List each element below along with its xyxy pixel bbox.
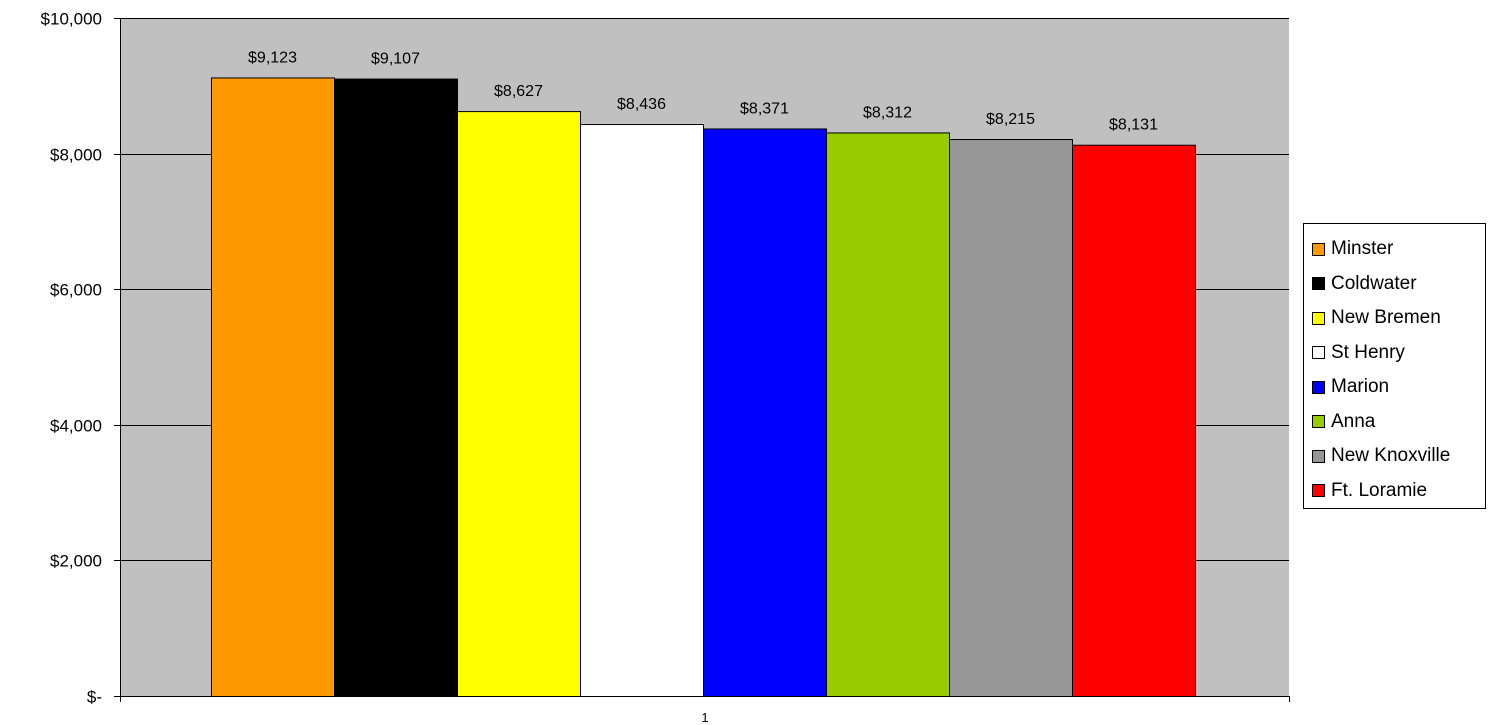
legend-label: Minster [1331,238,1394,260]
y-tick-label-0: $- [87,688,102,707]
bar-coldwater [334,78,458,697]
bar-ft-loramie [1072,144,1196,697]
legend-label: St Henry [1331,341,1405,363]
legend-swatch [1312,415,1325,429]
y-tick-label-1: $2,000 [50,552,102,571]
legend-label: Anna [1331,410,1376,432]
bar-anna [826,132,950,697]
y-tick-label-3: $6,000 [50,281,102,300]
bar-minster [211,77,335,698]
legend-swatch [1312,449,1325,463]
legend-item: New Knoxville [1312,439,1485,474]
legend-label: Marion [1331,376,1390,398]
data-label-3: $8,436 [617,96,666,113]
y-tick-label-2: $4,000 [50,417,102,436]
data-label-4: $8,371 [740,100,789,117]
bar-new-knoxville [949,139,1073,697]
data-label-2: $8,627 [494,83,543,100]
data-label-0: $9,123 [248,49,297,66]
legend-swatch [1312,346,1325,360]
legend-item: Ft. Loramie [1312,474,1485,509]
bar-marion [703,128,827,697]
data-label-6: $8,215 [986,111,1035,128]
bar-new-bremen [457,111,581,697]
data-label-7: $8,131 [1109,117,1158,134]
legend-swatch [1312,380,1325,394]
legend-swatch [1312,484,1325,498]
data-label-1: $9,107 [371,51,420,68]
y-tick-label-5: $10,000 [41,10,102,29]
legend-label: New Bremen [1331,307,1441,329]
legend: Minster Coldwater New Bremen St Henry Marion… [1303,223,1486,509]
legend-label: Coldwater [1331,272,1417,294]
legend-label: Ft. Loramie [1331,479,1428,501]
legend-item: Marion [1312,370,1485,405]
legend-item: Minster [1312,232,1485,267]
legend-swatch [1312,311,1325,325]
legend-label: New Knoxville [1331,445,1451,467]
x-category-label: 1 [701,710,708,725]
legend-item: Anna [1312,405,1485,440]
legend-item: New Bremen [1312,301,1485,336]
legend-item: St Henry [1312,336,1485,371]
legend-swatch [1312,277,1325,291]
bar-st-henry [580,124,704,698]
legend-swatch [1312,242,1325,256]
legend-item: Coldwater [1312,267,1485,302]
y-tick-label-4: $8,000 [50,146,102,165]
data-label-5: $8,312 [863,104,912,121]
